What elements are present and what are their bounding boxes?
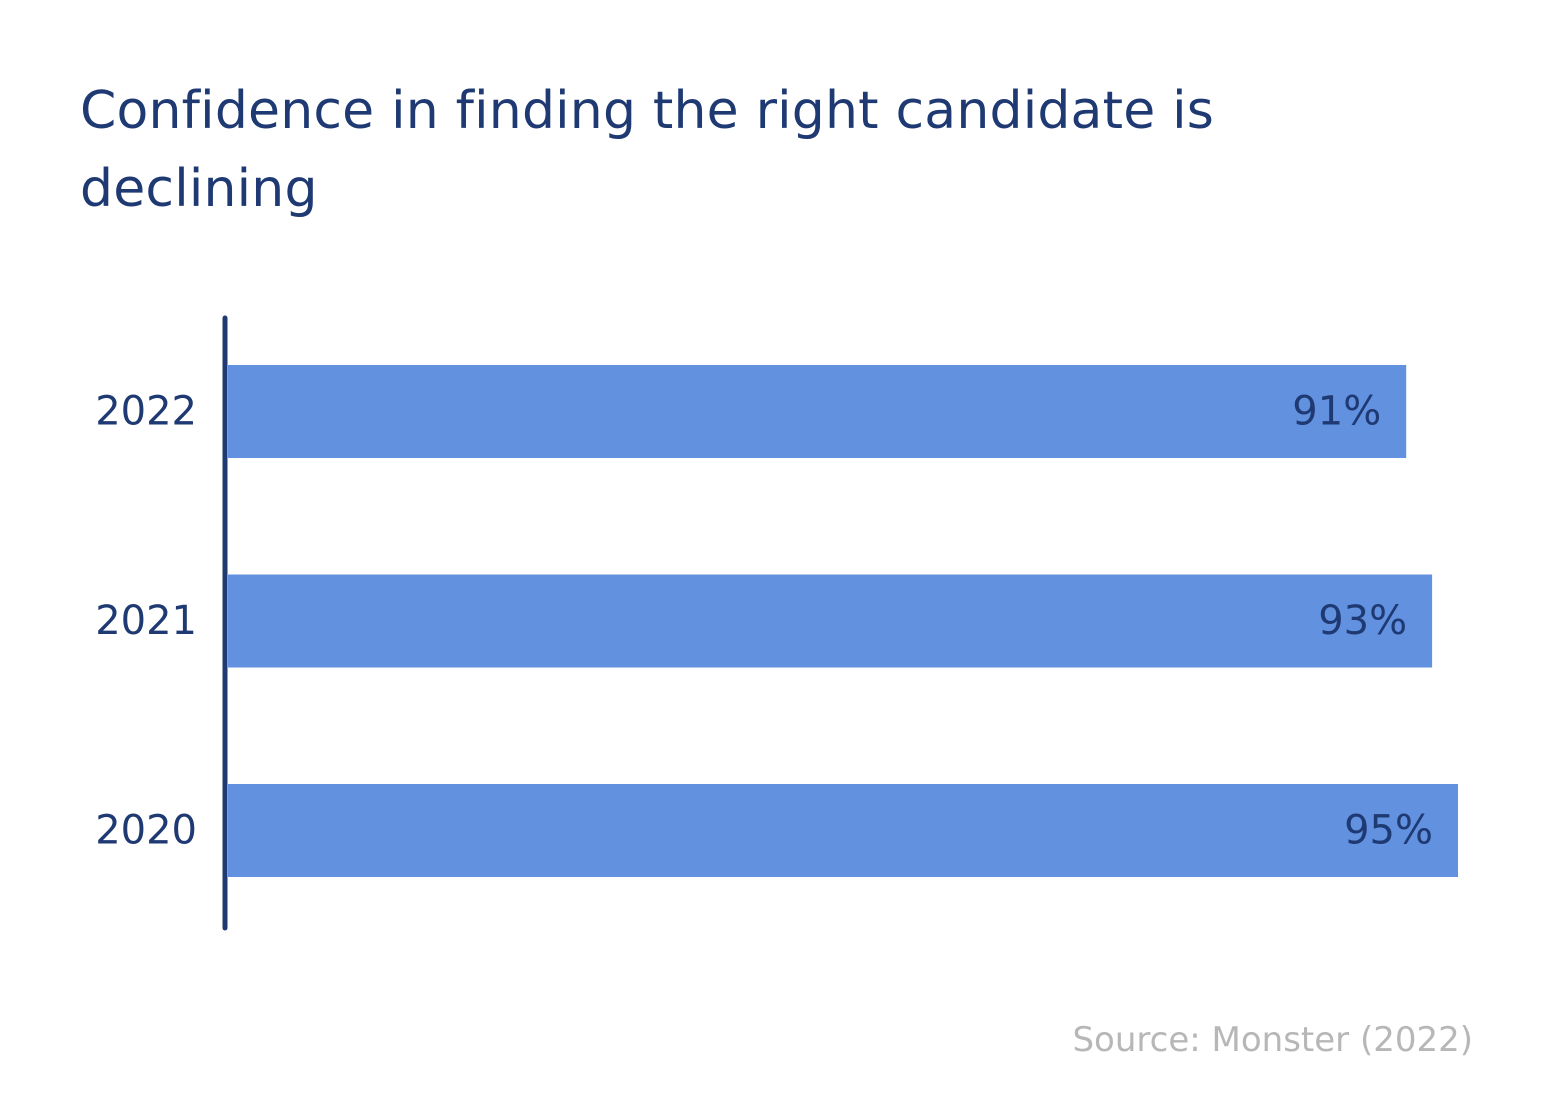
value-label-2021: 93% bbox=[1318, 598, 1407, 644]
category-label-2020: 2020 bbox=[95, 808, 197, 854]
category-label-2022: 2022 bbox=[95, 389, 197, 435]
bars-group bbox=[228, 365, 1458, 877]
source-note: Source: Monster (2022) bbox=[1072, 1020, 1473, 1060]
value-label-2022: 91% bbox=[1292, 389, 1381, 435]
bar-2020 bbox=[228, 784, 1458, 877]
value-label-2020: 95% bbox=[1344, 808, 1433, 854]
bar-2022 bbox=[228, 365, 1407, 458]
chart-title: Confidence in finding the right candidat… bbox=[80, 81, 1215, 219]
value-labels-group: 91% 93% 95% bbox=[1292, 389, 1433, 854]
category-label-2021: 2021 bbox=[95, 598, 197, 644]
bar-2021 bbox=[228, 574, 1433, 668]
category-labels-group: 2022 2021 2020 bbox=[95, 389, 197, 854]
